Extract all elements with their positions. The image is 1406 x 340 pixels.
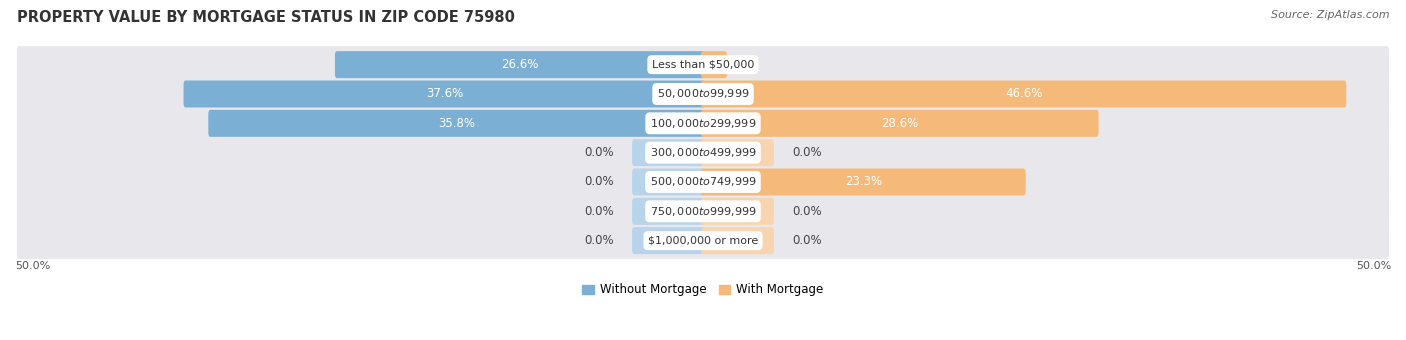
Text: 0.0%: 0.0%: [793, 146, 823, 159]
Text: 50.0%: 50.0%: [1355, 261, 1391, 271]
Text: $100,000 to $299,999: $100,000 to $299,999: [650, 117, 756, 130]
FancyBboxPatch shape: [17, 75, 1389, 113]
FancyBboxPatch shape: [633, 198, 704, 225]
Text: 1.6%: 1.6%: [699, 58, 728, 71]
FancyBboxPatch shape: [17, 193, 1389, 230]
FancyBboxPatch shape: [17, 46, 1389, 83]
FancyBboxPatch shape: [702, 198, 773, 225]
Text: 0.0%: 0.0%: [583, 205, 613, 218]
Text: $500,000 to $749,999: $500,000 to $749,999: [650, 175, 756, 188]
Text: 0.0%: 0.0%: [583, 175, 613, 188]
Text: $1,000,000 or more: $1,000,000 or more: [648, 236, 758, 245]
FancyBboxPatch shape: [702, 139, 773, 166]
Text: Less than $50,000: Less than $50,000: [652, 59, 754, 70]
Text: 37.6%: 37.6%: [426, 87, 463, 101]
Text: 28.6%: 28.6%: [882, 117, 918, 130]
FancyBboxPatch shape: [702, 51, 727, 78]
Text: PROPERTY VALUE BY MORTGAGE STATUS IN ZIP CODE 75980: PROPERTY VALUE BY MORTGAGE STATUS IN ZIP…: [17, 10, 515, 25]
FancyBboxPatch shape: [702, 81, 1347, 107]
Text: 0.0%: 0.0%: [583, 234, 613, 247]
FancyBboxPatch shape: [702, 110, 1098, 137]
Text: 26.6%: 26.6%: [502, 58, 538, 71]
FancyBboxPatch shape: [702, 169, 1025, 195]
Text: $300,000 to $499,999: $300,000 to $499,999: [650, 146, 756, 159]
Text: 0.0%: 0.0%: [793, 205, 823, 218]
Text: 0.0%: 0.0%: [583, 146, 613, 159]
FancyBboxPatch shape: [17, 134, 1389, 171]
FancyBboxPatch shape: [184, 81, 704, 107]
FancyBboxPatch shape: [633, 169, 704, 195]
FancyBboxPatch shape: [702, 227, 773, 254]
FancyBboxPatch shape: [17, 105, 1389, 142]
Text: 46.6%: 46.6%: [1005, 87, 1042, 101]
Text: $750,000 to $999,999: $750,000 to $999,999: [650, 205, 756, 218]
FancyBboxPatch shape: [633, 227, 704, 254]
FancyBboxPatch shape: [633, 139, 704, 166]
Text: 50.0%: 50.0%: [15, 261, 51, 271]
FancyBboxPatch shape: [335, 51, 704, 78]
Text: 0.0%: 0.0%: [793, 234, 823, 247]
Text: 23.3%: 23.3%: [845, 175, 882, 188]
Text: Source: ZipAtlas.com: Source: ZipAtlas.com: [1271, 10, 1389, 20]
Text: 35.8%: 35.8%: [439, 117, 475, 130]
FancyBboxPatch shape: [17, 222, 1389, 259]
FancyBboxPatch shape: [208, 110, 704, 137]
Text: $50,000 to $99,999: $50,000 to $99,999: [657, 87, 749, 101]
Legend: Without Mortgage, With Mortgage: Without Mortgage, With Mortgage: [578, 278, 828, 301]
FancyBboxPatch shape: [17, 164, 1389, 201]
